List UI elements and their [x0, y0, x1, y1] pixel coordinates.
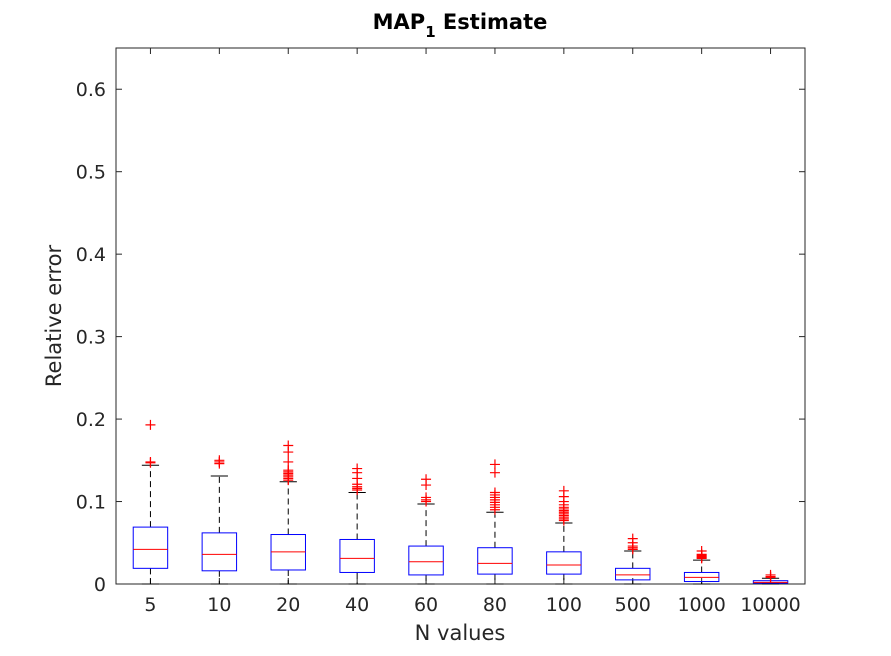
box-group — [683, 546, 720, 585]
x-axis-label: N values — [415, 621, 506, 645]
x-axis: 5 10 20 40 60 80 100 500 1000 10000 — [144, 48, 801, 616]
box — [477, 547, 513, 575]
box-group — [615, 533, 651, 585]
outlier-marker — [765, 569, 776, 580]
x-tick-label: 100 — [546, 594, 582, 616]
box-group — [546, 485, 582, 585]
x-tick-label: 10000 — [740, 594, 800, 616]
outlier-marker — [145, 419, 156, 430]
outlier-marker — [489, 487, 500, 498]
y-tick-label: 0.5 — [76, 162, 106, 184]
box-group — [477, 459, 513, 585]
outlier-marker — [283, 456, 294, 467]
box-group — [132, 419, 169, 585]
outlier-marker — [558, 485, 569, 496]
outlier-marker — [421, 474, 432, 485]
x-tick-label: 5 — [144, 594, 156, 616]
x-tick-label: 500 — [615, 594, 651, 616]
title-main: MAP — [373, 10, 426, 34]
outlier-marker — [145, 456, 156, 467]
box-group — [270, 440, 306, 585]
y-tick-label: 0.6 — [76, 79, 106, 101]
chart-title: MAP1 Estimate — [373, 10, 548, 41]
x-tick-label: 40 — [345, 594, 369, 616]
x-tick-label: 20 — [276, 594, 300, 616]
x-tick-label: 60 — [414, 594, 438, 616]
y-tick-label: 0.1 — [76, 492, 106, 514]
outlier-marker — [214, 455, 225, 466]
box-group — [201, 455, 238, 585]
outlier-marker — [627, 533, 638, 544]
outlier-marker — [352, 463, 363, 474]
x-tick-label: 1000 — [677, 594, 725, 616]
box-series — [132, 419, 789, 585]
title-suffix: Estimate — [436, 10, 548, 34]
box — [546, 551, 582, 575]
y-axis-label: Relative error — [42, 245, 66, 388]
plot-area — [115, 47, 806, 585]
x-tick-label: 10 — [207, 594, 231, 616]
box — [615, 567, 651, 581]
outlier-marker — [421, 492, 432, 503]
outlier-marker — [696, 546, 707, 557]
y-tick-label: 0.2 — [76, 409, 106, 431]
box-group — [752, 569, 789, 585]
outlier-marker — [283, 440, 294, 451]
box — [132, 526, 169, 569]
box-group — [408, 474, 444, 585]
x-tick-label: 80 — [483, 594, 507, 616]
y-tick-label: 0 — [94, 574, 106, 596]
y-tick-label: 0.3 — [76, 327, 106, 349]
title-subscript: 1 — [425, 23, 435, 41]
plot-frame — [115, 47, 806, 585]
box — [339, 538, 375, 573]
box — [408, 545, 444, 576]
y-axis: 0 0.1 0.2 0.3 0.4 0.5 0.6 — [76, 79, 805, 596]
box — [201, 532, 238, 572]
outlier-marker — [489, 459, 500, 470]
box-group — [339, 463, 375, 585]
y-tick-label: 0.4 — [76, 244, 106, 266]
